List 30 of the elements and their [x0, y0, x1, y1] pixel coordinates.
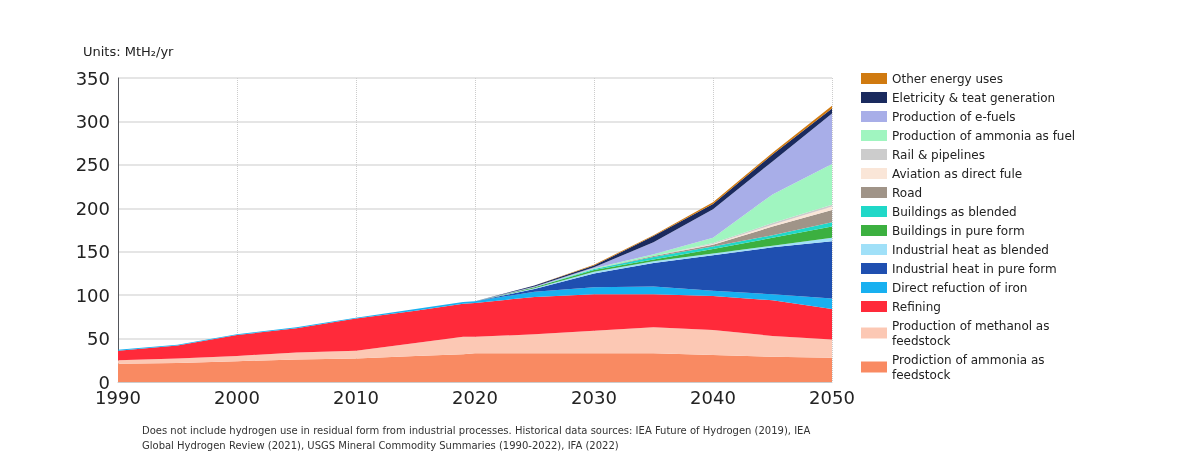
legend-label: Buildings in pure form [892, 223, 1025, 238]
x-tick-label: 2030 [571, 386, 617, 408]
legend-label: Production of methanol as feedstock [892, 318, 1054, 348]
x-tick-label: 2020 [452, 386, 498, 408]
y-axis-title: Units: MtH₂/yr [83, 44, 175, 59]
legend-label: Other energy uses [892, 71, 1004, 86]
legend-label: Road [892, 185, 923, 200]
y-tick-label: 250 [75, 154, 110, 176]
y-tick-label: 300 [75, 110, 110, 132]
x-tick-label: 2050 [809, 386, 855, 408]
text: Does not include hydrogen use in residual form from industrial processes. Historical data sources: IEA Future of Hydrogen (2019), IEA Global Hydrogen Review (2021), USGS Mineral Commodity Summaries (1990-2022), IFA (2022) [142, 425, 814, 451]
legend-label: Buildings as blended [892, 204, 1017, 219]
legend-label: Industrial heat as blended [892, 242, 1049, 257]
legend-label: Production of ammonia as fuel [892, 128, 1076, 143]
x-tick-label: 2000 [214, 386, 260, 408]
legend-label: Aviation as direct fule [892, 166, 1023, 181]
y-tick-label: 100 [75, 284, 110, 306]
y-tick-label: 350 [75, 67, 110, 89]
legend-label: Refining [892, 299, 941, 314]
legend-label: Prodiction of ammonia as feedstock [892, 352, 1049, 382]
legend-label: Industrial heat in pure form [892, 261, 1057, 276]
y-tick-label: 200 [75, 197, 110, 219]
y-tick-label: 50 [87, 328, 110, 350]
legend-label: Production of e-fuels [892, 109, 1016, 124]
legend-label: Direct refuction of iron [892, 280, 1028, 295]
legend-label: Rail & pipelines [892, 147, 985, 162]
x-tick-label: 2040 [690, 386, 736, 408]
legend-label: Eletricity & teat generation [892, 90, 1056, 105]
x-tick-label: 2010 [333, 386, 379, 408]
y-tick-label: 150 [75, 241, 110, 263]
